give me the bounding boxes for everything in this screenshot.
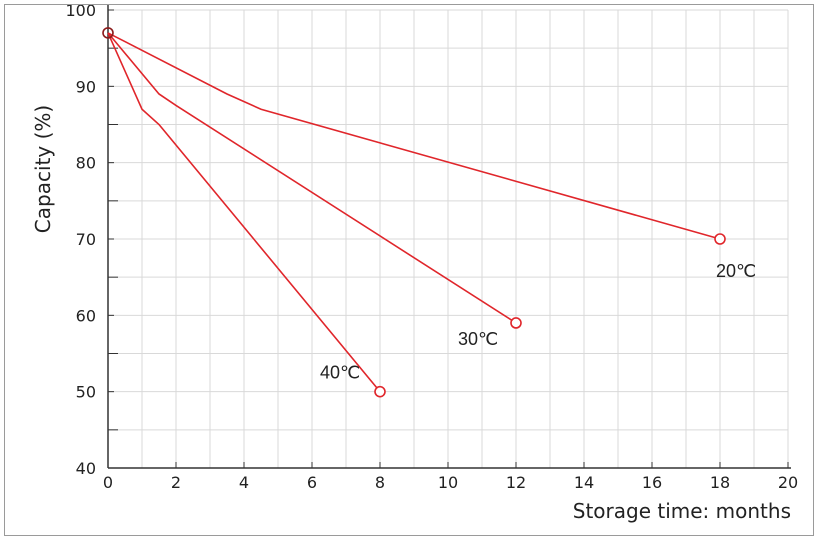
origin-marker xyxy=(102,27,114,39)
x-tick-label: 4 xyxy=(239,473,249,492)
series-line xyxy=(107,32,721,240)
y-tick-label: 100 xyxy=(65,5,96,20)
x-tick-label: 14 xyxy=(574,473,594,492)
series-labels: 20℃ 30℃ 40℃ xyxy=(320,261,756,383)
y-tick-label: 80 xyxy=(76,154,96,173)
series xyxy=(102,27,726,398)
series-label: 40℃ xyxy=(320,363,360,383)
x-tick-label: 6 xyxy=(307,473,317,492)
tick-labels: 0 2 4 6 8 10 12 14 16 18 20 40 50 60 70 80 90 100 xyxy=(65,5,798,492)
chart-frame: 0 2 4 6 8 10 12 14 16 18 20 40 50 60 70 80 90 100 20℃ 30℃ 4… xyxy=(4,4,814,536)
grid xyxy=(108,9,789,468)
series-end-marker xyxy=(374,385,386,398)
series-line xyxy=(107,32,381,393)
series-end-marker xyxy=(510,317,522,329)
y-tick-label: 50 xyxy=(76,383,96,402)
y-axis-title: Capacity (%) xyxy=(31,105,55,233)
axes xyxy=(107,5,791,469)
series-end-marker xyxy=(714,233,726,245)
x-tick-label: 12 xyxy=(506,473,526,492)
x-tick-label: 2 xyxy=(171,473,181,492)
y-tick-label: 70 xyxy=(76,230,96,249)
x-tick-label: 18 xyxy=(710,473,730,492)
y-tick-label: 90 xyxy=(76,77,96,96)
capacity-vs-storage-time-chart: 0 2 4 6 8 10 12 14 16 18 20 40 50 60 70 80 90 100 20℃ 30℃ 4… xyxy=(31,5,798,523)
series-label: 20℃ xyxy=(716,261,756,281)
y-tick-label: 40 xyxy=(76,459,96,478)
x-tick-label: 20 xyxy=(778,473,798,492)
series-label: 30℃ xyxy=(458,329,498,349)
x-tick-label: 0 xyxy=(103,473,113,492)
x-tick-label: 10 xyxy=(438,473,458,492)
y-tick-label: 60 xyxy=(76,306,96,325)
x-axis-title: Storage time: months xyxy=(573,499,791,523)
x-tick-label: 16 xyxy=(642,473,662,492)
x-tick-label: 8 xyxy=(375,473,385,492)
series-line xyxy=(107,32,517,324)
